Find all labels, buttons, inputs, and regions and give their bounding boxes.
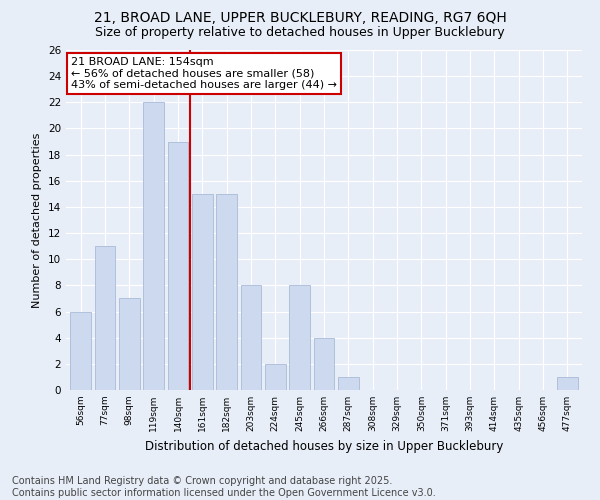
Bar xyxy=(70,312,91,390)
Y-axis label: Number of detached properties: Number of detached properties xyxy=(32,132,43,308)
Bar xyxy=(143,102,164,390)
Bar xyxy=(265,364,286,390)
Bar xyxy=(216,194,237,390)
X-axis label: Distribution of detached houses by size in Upper Bucklebury: Distribution of detached houses by size … xyxy=(145,440,503,452)
Bar xyxy=(167,142,188,390)
Text: Contains HM Land Registry data © Crown copyright and database right 2025.
Contai: Contains HM Land Registry data © Crown c… xyxy=(12,476,436,498)
Text: 21, BROAD LANE, UPPER BUCKLEBURY, READING, RG7 6QH: 21, BROAD LANE, UPPER BUCKLEBURY, READIN… xyxy=(94,12,506,26)
Bar xyxy=(119,298,140,390)
Bar xyxy=(289,286,310,390)
Bar xyxy=(95,246,115,390)
Bar xyxy=(192,194,212,390)
Text: 21 BROAD LANE: 154sqm
← 56% of detached houses are smaller (58)
43% of semi-deta: 21 BROAD LANE: 154sqm ← 56% of detached … xyxy=(71,57,337,90)
Text: Size of property relative to detached houses in Upper Bucklebury: Size of property relative to detached ho… xyxy=(95,26,505,39)
Bar xyxy=(241,286,262,390)
Bar xyxy=(338,377,359,390)
Bar xyxy=(314,338,334,390)
Bar xyxy=(557,377,578,390)
